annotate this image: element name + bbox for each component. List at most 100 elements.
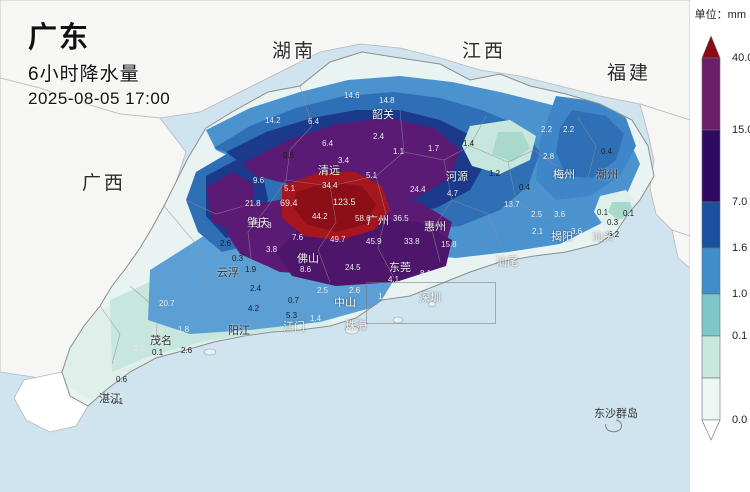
station-value: 2.7 (106, 359, 118, 368)
station-value: 24.4 (410, 185, 426, 194)
station-value: 58.6 (355, 214, 371, 223)
station-value: 45.9 (366, 237, 382, 246)
station-value: 5.1 (366, 171, 378, 180)
station-value: 20.7 (159, 299, 175, 308)
station-value: 2.6 (349, 286, 361, 295)
region-label-jiangxi: 江西 (462, 41, 507, 62)
legend-colorbar: 40.0 15.0 7.0 1.6 1.0 0.1 0.0 (698, 28, 750, 453)
station-value: 2.1 (133, 344, 145, 353)
city-label-zhongshan: 中山 (334, 297, 356, 309)
province-boundary (61, 51, 655, 407)
station-value: 13.7 (504, 200, 520, 209)
city-label-qingyuan: 清远 (318, 165, 340, 177)
map-datetime: 2025-08-05 17:00 (28, 89, 171, 109)
station-value: 33.8 (404, 237, 420, 246)
city-label-chaozhou: 潮州 (596, 169, 618, 181)
legend-tick: 0.1 (732, 330, 748, 342)
city-label-foshan: 佛山 (297, 253, 319, 265)
station-value: 0.4 (519, 183, 531, 192)
legend-tick: 40.0 (732, 52, 750, 64)
station-value: 3.8 (266, 245, 278, 254)
legend-colorbar-svg (701, 35, 721, 441)
station-value: 2.2 (563, 125, 575, 134)
station-value: 21.8 (245, 199, 261, 208)
dongsha-atoll (605, 419, 623, 433)
station-value: 36.5 (393, 214, 409, 223)
station-value: 0.4 (601, 147, 613, 156)
station-value: 2.6 (220, 239, 232, 248)
station-value: 0.7 (288, 296, 300, 305)
legend-unit-label: 单位：mm (694, 9, 746, 21)
station-value: 2.5 (531, 210, 543, 219)
station-value: 4.0 (152, 327, 164, 336)
page-title: 广东 (28, 22, 91, 54)
station-value: 5.3 (286, 311, 298, 320)
city-label-jieyang: 揭阳 (551, 231, 573, 243)
station-value: 0.1 (623, 209, 635, 218)
station-value: 2.5 (317, 286, 329, 295)
city-label-meizhou: 梅州 (553, 169, 575, 181)
station-value: 1.9 (245, 265, 257, 274)
station-value: 9.6 (253, 176, 265, 185)
city-label-jiangmen: 江门 (283, 321, 305, 333)
city-label-shantou: 汕头 (592, 231, 614, 243)
station-value: 6.4 (322, 139, 334, 148)
city-label-zhaoqing: 肇庆 (247, 217, 269, 229)
station-value: 34.4 (322, 181, 338, 190)
legend-tick: 15.0 (732, 124, 750, 136)
map-vector-layer (0, 0, 690, 433)
city-label-dongguan: 东莞 (389, 262, 411, 274)
legend-tick: 7.0 (732, 196, 748, 208)
map-subtitle: 6小时降水量 (28, 64, 140, 86)
station-value: 37.8 (256, 221, 272, 230)
station-value: 123.5 (333, 197, 356, 207)
station-value: 8.1 (420, 269, 432, 278)
legend-tick: 1.0 (732, 288, 748, 300)
station-value: 1.4 (310, 314, 322, 323)
station-value: 1.4 (463, 139, 475, 148)
city-label-yunfu: 云浮 (217, 267, 239, 279)
region-label-guangxi: 广西 (82, 173, 127, 194)
city-label-huizhou: 惠州 (424, 221, 446, 233)
region-label-fujian: 福建 (607, 63, 652, 84)
island-label-dongsha: 东沙群岛 (594, 408, 638, 420)
station-value: 2.1 (532, 227, 544, 236)
station-value: 2.2 (541, 125, 553, 134)
station-value: 3.6 (554, 210, 566, 219)
station-value: 0.3 (232, 254, 244, 263)
station-value: 6.2 (608, 230, 620, 239)
legend-panel: 单位：mm 40.0 15.0 7.0 1.6 1.0 0.1 (690, 0, 750, 492)
station-value: 3.4 (338, 156, 350, 165)
station-value: 3.6 (571, 227, 583, 236)
city-label-maoming: 茂名 (150, 335, 172, 347)
station-value: 69.4 (280, 198, 298, 208)
islands-shapes (203, 301, 437, 356)
station-value: 24.5 (345, 263, 361, 272)
station-value: 14.8 (379, 96, 395, 105)
region-label-hunan: 湖南 (272, 41, 317, 62)
city-label-yangjiang: 阳江 (228, 325, 250, 337)
station-value: 44.2 (312, 212, 328, 221)
city-label-shenzhen: 深圳 (419, 292, 441, 304)
station-value: 14.6 (344, 91, 360, 100)
station-value: 1.2 (489, 169, 501, 178)
station-value: 6.4 (308, 117, 320, 126)
station-value: 0.6 (283, 151, 295, 160)
city-label-zhanjiang: 湛江 (99, 393, 121, 405)
station-value: 0.1 (597, 208, 609, 217)
station-value: 0.1 (152, 348, 164, 357)
map-canvas[interactable]: 广东 6小时降水量 2025-08-05 17:00 湖南 江西 福建 广西 韶… (0, 0, 690, 492)
station-value: 2.4 (250, 284, 262, 293)
station-value: 2.4 (373, 132, 385, 141)
prefecture-boundaries (99, 85, 597, 365)
station-value: 1.7 (428, 144, 440, 153)
legend-tick: 0.0 (732, 414, 748, 426)
station-value: 1.8 (178, 325, 190, 334)
map-title-block: 广东 6小时降水量 2025-08-05 17:00 (28, 22, 170, 109)
station-value: 1.6 (378, 292, 390, 301)
station-value: 2.6 (181, 346, 193, 355)
city-label-shanwei: 汕尾 (496, 256, 518, 268)
city-label-guangzhou: 广州 (367, 215, 389, 227)
station-value: 8.6 (300, 265, 312, 274)
